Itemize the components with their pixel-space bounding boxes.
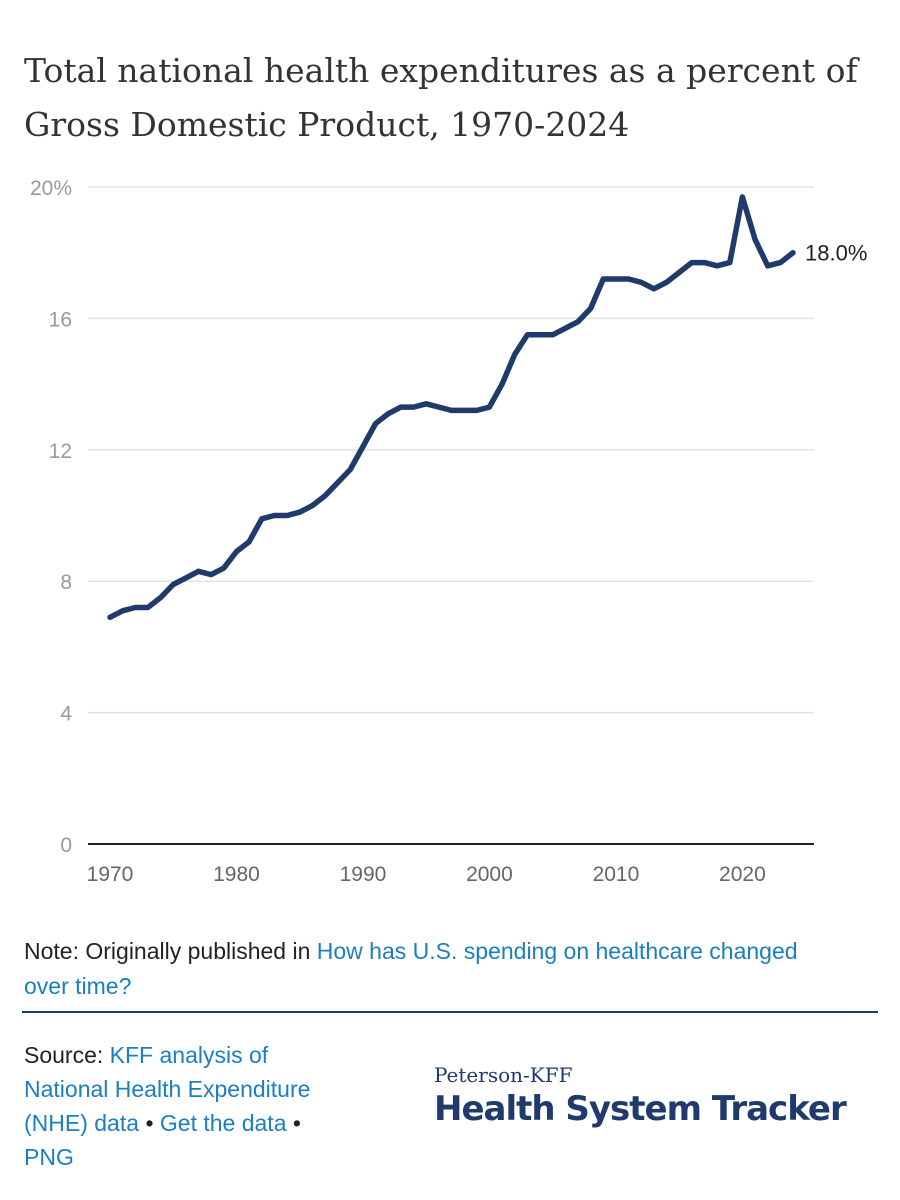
chart-note: Note: Originally published in How has U.… [24,934,844,1004]
series-line [107,194,796,621]
x-tick-label: 2010 [593,863,640,886]
y-tick-label: 4 [60,703,72,726]
x-tick-label: 1980 [213,863,260,886]
note-article-link[interactable]: How has U.S. spending on healthcare chan… [24,938,798,999]
logo-title: Health System Tracker [434,1089,847,1129]
logo-subtitle: Peterson-KFF [434,1063,573,1087]
brand-logo[interactable]: Peterson-KFF Health System Tracker [434,1062,847,1130]
y-tick-label: 20% [30,177,72,200]
y-tick-label: 8 [60,571,72,594]
y-tick-label: 16 [49,308,72,331]
note-prefix: Note: Originally published in [24,938,317,964]
nhe-data-link[interactable]: KFF analysis of National Health Expendit… [24,1042,311,1136]
x-tick-label: 1990 [340,863,387,886]
footer-divider [22,1011,878,1013]
png-download-link[interactable]: PNG [24,1144,74,1170]
get-the-data-link[interactable]: Get the data [159,1110,287,1136]
source-prefix: Source: [24,1042,110,1068]
end-value-label: 18.0% [805,241,867,266]
bullet-separator: • [145,1110,154,1136]
x-tick-label: 1970 [87,863,134,886]
chart-title: Total national health expenditures as a … [24,51,858,144]
x-tick-label: 2000 [466,863,513,886]
bullet-separator: • [292,1110,301,1136]
line-chart: 0 4 8 12 16 20% 1970 1980 1990 2000 2010 2020 18.0… [30,177,867,886]
chart-source: Source: KFF analysis of National Health … [24,1038,354,1174]
y-tick-label: 0 [60,834,72,857]
y-tick-label: 12 [49,440,72,463]
x-tick-label: 2020 [719,863,766,886]
